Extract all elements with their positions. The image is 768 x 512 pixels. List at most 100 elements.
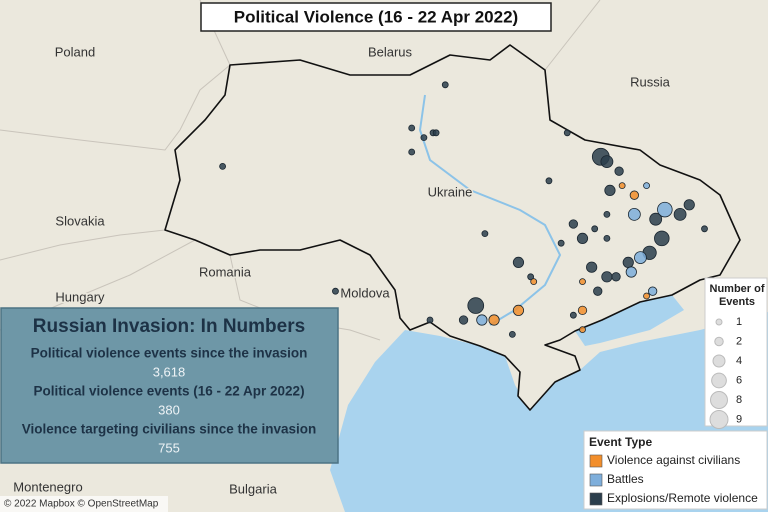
- event-dot: [683, 199, 695, 211]
- info-label: Political violence events (16 - 22 Apr 2…: [33, 384, 304, 399]
- type-legend-swatch: [589, 492, 603, 506]
- type-legend-title: Event Type: [589, 435, 652, 449]
- event-dot: [654, 230, 670, 247]
- type-legend-label: Explosions/Remote violence: [607, 491, 758, 505]
- type-legend: Violence against civilians Battles Explosi…: [589, 453, 758, 506]
- event-dot: [408, 124, 416, 132]
- size-legend-label: 9: [736, 413, 742, 425]
- event-dot: [426, 316, 434, 324]
- place-label: Bulgaria: [229, 481, 277, 496]
- event-dot: [629, 190, 639, 200]
- event-dot: [611, 272, 621, 282]
- event-dot: [508, 330, 516, 338]
- event-dot: [568, 219, 578, 229]
- place-label: Hungary: [55, 289, 105, 304]
- ukraine-border: [164, 44, 741, 411]
- event-dot: [601, 271, 613, 283]
- event-dot: [649, 212, 663, 226]
- event-dot: [512, 256, 525, 268]
- place-label: Slovakia: [55, 213, 105, 228]
- event-dot: [604, 184, 616, 196]
- crimea: [505, 342, 580, 410]
- event-dot: [577, 305, 588, 316]
- size-legend-label: 8: [736, 394, 742, 406]
- info-value: 3,618: [153, 364, 186, 379]
- event-dot: [593, 286, 603, 296]
- event-dot: [569, 311, 577, 319]
- event-dot: [579, 326, 586, 334]
- info-heading: Russian Invasion: In Numbers: [33, 316, 305, 337]
- place-labels: Poland Belarus Russia Ukraine Slovakia Romani…: [12, 43, 672, 498]
- event-dot: [579, 278, 586, 286]
- type-legend-label: Battles: [607, 472, 644, 486]
- event-dot: [591, 225, 599, 233]
- event-dot: [527, 273, 535, 281]
- event-dot: [603, 234, 611, 242]
- event-dot: [432, 129, 440, 137]
- event-dot: [441, 81, 449, 89]
- size-legend-label: 2: [736, 335, 742, 347]
- info-value: 755: [158, 440, 180, 455]
- event-dot: [600, 155, 614, 169]
- event-dot: [420, 134, 428, 142]
- event-dot: [648, 286, 658, 296]
- info-value: 380: [158, 402, 180, 417]
- event-dot: [586, 261, 598, 273]
- event-dot: [481, 230, 489, 238]
- event-dot: [603, 210, 611, 218]
- event-dot: [476, 314, 488, 326]
- event-dot: [530, 278, 538, 286]
- attribution-bg: [0, 496, 168, 512]
- size-legend: Number of Events 1 2 4 6 8 9: [709, 283, 765, 429]
- info-label: Political violence events since the inva…: [31, 346, 308, 361]
- event-dot: [557, 239, 565, 247]
- border: [544, 0, 601, 71]
- type-legend-label: Violence against civilians: [607, 453, 740, 467]
- event-dot: [467, 297, 485, 314]
- event-dot: [563, 129, 571, 137]
- info-box: [0, 307, 339, 464]
- size-legend-label: 6: [736, 374, 742, 386]
- place-label: Moldova: [340, 285, 390, 300]
- event-dot: [673, 207, 687, 221]
- event-dot: [643, 182, 650, 190]
- event-dot: [625, 266, 637, 278]
- event-dot: [576, 232, 589, 244]
- border: [0, 229, 166, 261]
- event-dot: [545, 177, 553, 185]
- event-dot: [643, 292, 650, 300]
- size-legend-dot: [712, 354, 726, 368]
- event-dots: [219, 81, 708, 338]
- event-dot: [458, 315, 469, 325]
- place-label: Russia: [630, 74, 671, 89]
- border: [0, 64, 231, 151]
- event-dot: [701, 225, 708, 233]
- size-legend-dot: [714, 336, 724, 347]
- place-label: Ukraine: [428, 184, 473, 199]
- size-legend-dot: [710, 391, 728, 409]
- type-legend-swatch: [589, 454, 603, 468]
- event-dot: [657, 201, 673, 218]
- info-label: Violence targeting civilians since the i…: [22, 422, 317, 437]
- place-label: Belarus: [368, 44, 413, 59]
- sea-of-azov: [575, 295, 684, 346]
- size-legend-dot: [715, 318, 723, 326]
- event-dot: [332, 287, 339, 295]
- type-legend-swatch: [589, 473, 603, 487]
- title-box: [200, 2, 552, 32]
- event-dot: [408, 148, 416, 156]
- event-dot: [488, 314, 500, 326]
- type-legend-box: [583, 430, 768, 510]
- event-dot: [634, 251, 647, 265]
- event-dot: [614, 166, 624, 176]
- event-dot: [627, 207, 641, 221]
- event-dot: [512, 304, 525, 316]
- river: [418, 94, 562, 326]
- event-dot: [618, 182, 626, 190]
- info-items: Political violence events since the inva…: [22, 346, 317, 456]
- event-dot: [219, 162, 227, 170]
- title: Political Violence (16 - 22 Apr 2022): [234, 7, 518, 26]
- size-legend-dot: [709, 410, 729, 429]
- place-label: Poland: [55, 44, 95, 59]
